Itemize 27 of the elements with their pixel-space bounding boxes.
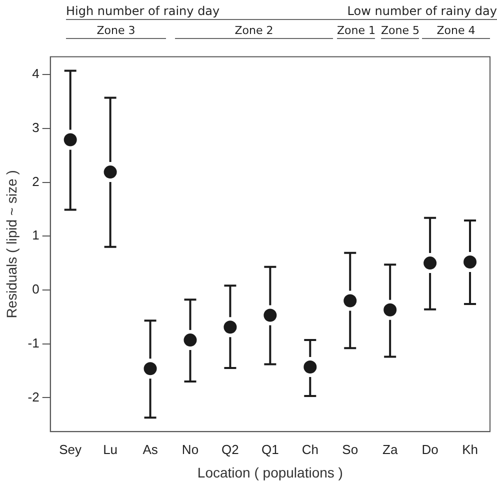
- x-tick-label: Za: [382, 442, 398, 457]
- text: Zone 3: [66, 24, 166, 39]
- y-tick-label: -1: [28, 335, 40, 350]
- y-axis-title: Residuals ( lipid ~ size ): [3, 170, 20, 318]
- text: Zone 4: [422, 24, 490, 39]
- text: Zone 5: [381, 24, 420, 39]
- y-tick-label: 1: [32, 228, 40, 243]
- x-tick-label: Sey: [59, 442, 82, 457]
- x-axis-title: Location ( populations ): [197, 464, 343, 480]
- x-tick-label: Lu: [103, 442, 118, 457]
- x-tick-label: So: [342, 442, 358, 457]
- x-tick-label: Q2: [222, 442, 239, 457]
- text: Zone 1: [337, 24, 376, 39]
- text: High number of rainy day: [66, 4, 336, 20]
- x-tick-label: Do: [422, 442, 438, 457]
- y-tick-label: 0: [32, 282, 40, 297]
- x-tick-label: As: [142, 442, 158, 457]
- y-tick-label: 4: [32, 66, 40, 82]
- x-tick-label: Kh: [462, 442, 478, 457]
- x-tick-label: No: [182, 442, 199, 457]
- y-tick-label: 2: [32, 174, 40, 189]
- x-tick-label: Q1: [262, 442, 279, 457]
- y-tick-label: -2: [28, 389, 40, 404]
- text: Low number of rainy day: [336, 4, 497, 20]
- x-tick-label: Ch: [302, 442, 318, 457]
- y-tick-label: 3: [32, 120, 40, 135]
- text: Zone 2: [175, 24, 333, 39]
